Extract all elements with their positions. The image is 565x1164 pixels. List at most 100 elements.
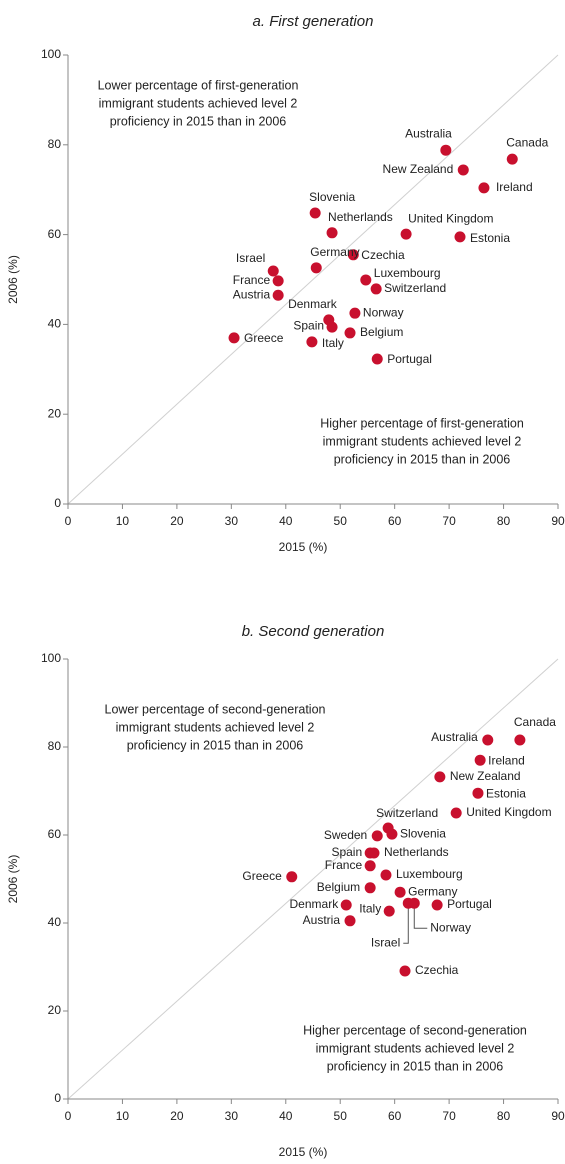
point <box>347 249 359 261</box>
point-label: Greece <box>242 869 282 883</box>
point-label: France <box>233 273 271 287</box>
point-label: Australia <box>431 730 478 744</box>
point-label: Slovenia <box>309 190 355 204</box>
point-label: Belgium <box>360 325 403 339</box>
point <box>310 262 322 274</box>
point <box>472 787 484 799</box>
point <box>440 144 452 156</box>
annotation: immigrant students achieved level 2 <box>316 1041 515 1055</box>
chart: a. First generation 0 20 40 60 80 100 0 10 20 30 40… <box>6 13 565 554</box>
x-tick-label: 60 <box>388 514 402 528</box>
point-label: Netherlands <box>384 845 449 859</box>
x-tick-label: 0 <box>65 514 72 528</box>
y-tick-label: 0 <box>54 496 61 510</box>
point <box>309 207 321 219</box>
point-label: Luxembourg <box>374 266 441 280</box>
point <box>286 871 298 883</box>
point-label: Israel <box>371 935 400 949</box>
point-label: Switzerland <box>376 806 438 820</box>
point <box>267 265 279 277</box>
diagonal <box>67 658 559 1100</box>
y-tick-label: 0 <box>54 1091 61 1105</box>
point-label: United Kingdom <box>466 805 551 819</box>
point <box>326 227 338 239</box>
point <box>400 228 412 240</box>
y-tick-label: 80 <box>48 739 62 753</box>
annotation: immigrant students achieved level 2 <box>99 96 298 110</box>
point <box>474 754 486 766</box>
point <box>408 897 420 909</box>
point <box>478 182 490 194</box>
x-tick-label: 70 <box>442 514 456 528</box>
y-tick-label: 20 <box>48 406 62 420</box>
point-label: Norway <box>430 920 471 934</box>
point <box>364 860 376 872</box>
x-tick-label: 50 <box>334 514 348 528</box>
point <box>434 771 446 783</box>
y-tick-label: 100 <box>41 651 61 665</box>
point-label: Ireland <box>488 753 525 767</box>
point-label: Canada <box>514 715 556 729</box>
point <box>368 847 380 859</box>
y-tick-label: 20 <box>48 1003 62 1017</box>
annotation: proficiency in 2015 than in 2006 <box>110 114 287 128</box>
point <box>326 321 338 333</box>
point-label: Italy <box>322 336 344 350</box>
x-axis-label: 2015 (%) <box>279 540 328 554</box>
point-label: Israel <box>236 251 265 265</box>
point <box>272 289 284 301</box>
point-label: Germany <box>310 245 359 259</box>
point-label: Italy <box>359 901 381 915</box>
point-label: Denmark <box>290 897 340 911</box>
leader-line <box>413 908 428 929</box>
point <box>386 828 398 840</box>
x-tick-label: 20 <box>170 514 184 528</box>
point <box>506 153 518 165</box>
point-label: France <box>325 858 363 872</box>
point-label: Luxembourg <box>396 867 463 881</box>
point <box>394 886 406 898</box>
point <box>450 807 462 819</box>
chart-title: b. Second generation <box>242 623 385 640</box>
annotation: Lower percentage of first-generation <box>98 78 299 92</box>
annotation: Higher percentage of first-generation <box>320 416 524 430</box>
point-label: United Kingdom <box>408 211 493 225</box>
point-label: Canada <box>506 135 548 149</box>
y-axis-label: 2006 (%) <box>6 855 20 904</box>
point-label: Australia <box>405 126 452 140</box>
annotation: proficiency in 2015 than in 2006 <box>334 452 511 466</box>
point-label: Spain <box>293 318 324 332</box>
annotation: immigrant students achieved level 2 <box>116 720 315 734</box>
point-label: Portugal <box>447 897 492 911</box>
point <box>399 965 411 977</box>
annotation: immigrant students achieved level 2 <box>323 434 522 448</box>
point <box>457 164 469 176</box>
point <box>514 734 526 746</box>
point-label: Austria <box>303 913 341 927</box>
point-label: Netherlands <box>328 210 393 224</box>
y-tick-label: 40 <box>48 915 62 929</box>
x-tick-label: 70 <box>442 1109 456 1123</box>
point <box>360 274 372 286</box>
x-axis-label: 2015 (%) <box>279 1145 328 1159</box>
annotation: Higher percentage of second-generation <box>303 1023 527 1037</box>
point-label: Greece <box>244 331 284 345</box>
point-label: Estonia <box>486 786 526 800</box>
x-tick-label: 40 <box>279 514 293 528</box>
y-tick-label: 80 <box>48 137 62 151</box>
point <box>349 307 361 319</box>
point-label: Ireland <box>496 180 533 194</box>
point-label: Sweden <box>324 828 367 842</box>
x-tick-label: 80 <box>497 1109 511 1123</box>
y-tick-label: 60 <box>48 227 62 241</box>
x-tick-label: 10 <box>116 1109 130 1123</box>
annotation: proficiency in 2015 than in 2006 <box>327 1059 504 1073</box>
point-label: Czechia <box>415 963 459 977</box>
point <box>482 734 494 746</box>
annotation: proficiency in 2015 than in 2006 <box>127 738 304 752</box>
x-tick-label: 40 <box>279 1109 293 1123</box>
point <box>344 915 356 927</box>
point-label: New Zealand <box>450 769 521 783</box>
y-axis-label: 2006 (%) <box>6 255 20 304</box>
